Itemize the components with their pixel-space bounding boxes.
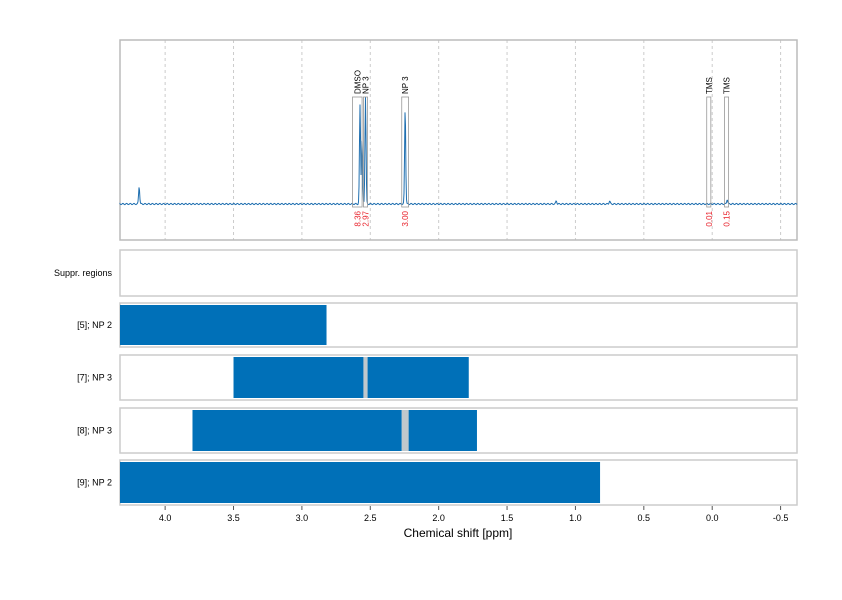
track-label: [8]; NP 3 — [77, 426, 112, 436]
annotation-box — [706, 96, 712, 208]
annotation-box — [724, 96, 730, 208]
x-tick-label: 4.0 — [159, 513, 172, 523]
annotation-label: TMS — [723, 77, 732, 94]
x-tick-label: 3.0 — [296, 513, 309, 523]
range-gap — [401, 410, 409, 451]
track-label: Suppr. regions — [54, 268, 113, 278]
integral-label: 8.36 — [353, 210, 362, 226]
x-tick-label: 0.0 — [706, 513, 719, 523]
range-bar — [120, 462, 601, 503]
annotation-label: DMSO — [353, 70, 362, 94]
range-bar — [120, 305, 327, 345]
x-axis-label: Chemical shift [ppm] — [404, 526, 513, 540]
annotation-label: NP 3 — [401, 76, 410, 94]
annotation-box — [401, 96, 409, 208]
x-tick-label: 2.0 — [432, 513, 445, 523]
x-tick-label: 2.5 — [364, 513, 377, 523]
annotation-label: TMS — [705, 77, 714, 94]
track-panel — [119, 249, 798, 297]
annotation-box — [352, 96, 363, 208]
annotation-label: NP 3 — [361, 76, 370, 94]
x-tick-label: -0.5 — [773, 513, 789, 523]
integral-label: 3.00 — [401, 210, 410, 226]
x-tick-label: 1.5 — [501, 513, 514, 523]
range-bar — [367, 357, 469, 398]
track-label: [9]; NP 2 — [77, 478, 112, 488]
range-bar — [233, 357, 364, 398]
track-label: [7]; NP 3 — [77, 373, 112, 383]
annotation-box — [363, 96, 368, 208]
spectrum-line — [119, 97, 798, 206]
x-tick-label: 3.5 — [227, 513, 240, 523]
track-label: [5]; NP 2 — [77, 320, 112, 330]
spectrum-panel — [119, 39, 798, 241]
integral-label: 2.97 — [361, 210, 370, 226]
integral-label: 0.15 — [723, 210, 732, 226]
x-tick-label: 0.5 — [638, 513, 651, 523]
x-tick-label: 1.0 — [569, 513, 582, 523]
range-bar — [408, 410, 477, 451]
range-bar — [192, 410, 402, 451]
integral-label: 0.01 — [705, 210, 714, 226]
range-gap — [363, 357, 368, 398]
